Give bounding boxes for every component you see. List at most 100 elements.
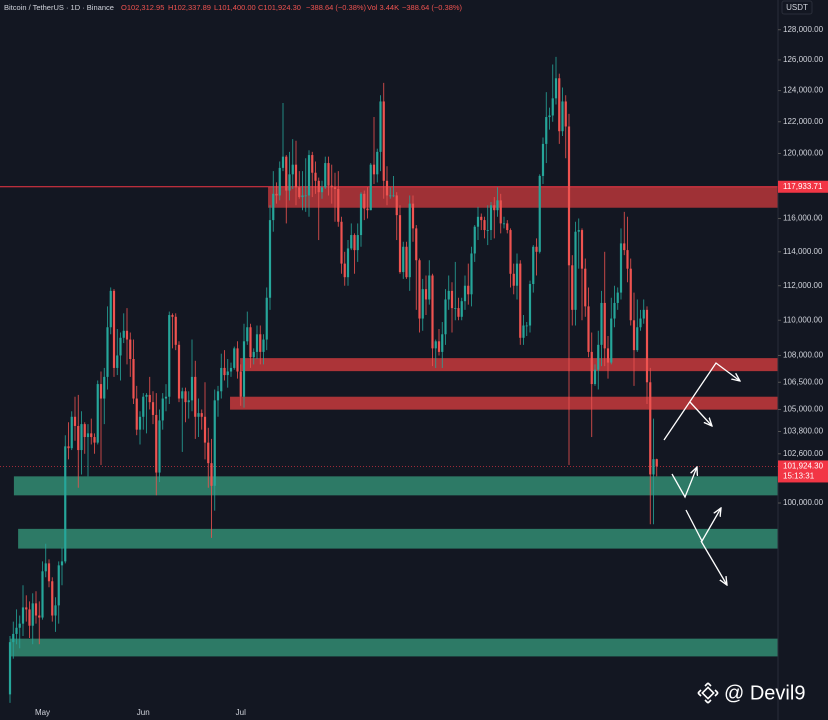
candle-body — [346, 248, 350, 278]
y-tick-label: 100,000.00 — [783, 498, 824, 507]
currency[interactable]: USDT — [786, 3, 808, 12]
candle-body — [142, 396, 145, 417]
candle-body — [428, 275, 431, 300]
candle-body — [268, 220, 272, 298]
y-tick-label: 105,000.00 — [783, 405, 824, 414]
candle-body — [597, 344, 600, 370]
candle-body — [402, 246, 405, 273]
candle-body — [623, 243, 626, 251]
y-tick-label: 128,000.00 — [783, 25, 824, 34]
candle-body — [320, 187, 324, 193]
candle-body — [382, 101, 385, 181]
candle-body — [574, 231, 577, 310]
candle-body — [272, 193, 275, 221]
y-tick-label: 112,000.00 — [783, 281, 823, 290]
candle-body — [512, 273, 515, 286]
candle-body — [463, 285, 467, 302]
candle-body — [109, 290, 112, 328]
candle-body — [567, 126, 571, 266]
candle-body — [18, 623, 21, 628]
candle-body — [64, 446, 67, 562]
candle-body — [161, 398, 164, 421]
arrow — [700, 540, 727, 585]
zone — [268, 186, 778, 208]
candle-body — [122, 330, 125, 338]
zone — [13, 476, 778, 496]
candle-body — [171, 315, 174, 317]
candle-body — [587, 306, 590, 352]
price-axis: 128,000.00 126,000.00 124,000.00 122,000.00… — [778, 25, 824, 507]
candle-body — [112, 290, 116, 368]
candle-body — [103, 376, 106, 399]
candle-body — [304, 195, 307, 197]
candle-body — [278, 167, 281, 196]
candle-body — [454, 308, 457, 309]
candle-body — [223, 367, 226, 376]
candle-body — [337, 188, 340, 222]
currency-box[interactable] — [781, 0, 813, 15]
candle-body — [38, 615, 41, 618]
candle-body — [655, 459, 658, 467]
candle-body — [135, 398, 138, 430]
y-tick-label: 126,000.00 — [783, 55, 824, 64]
candle-body — [28, 609, 31, 626]
candles — [8, 56, 658, 703]
y-tick-label: 114,000.00 — [783, 247, 823, 256]
candle-body — [44, 563, 47, 572]
candle-body — [99, 384, 103, 399]
candle-body — [372, 164, 376, 175]
candle-body — [467, 285, 470, 295]
candle-body — [496, 200, 499, 211]
candle-body — [444, 299, 447, 335]
candle-body — [486, 230, 489, 231]
candle-body — [532, 246, 535, 285]
x-tick-label: May — [35, 708, 50, 717]
candle-body — [262, 339, 265, 352]
watermark-logo — [697, 682, 719, 704]
candle-body — [67, 446, 70, 449]
candle-body — [645, 309, 649, 383]
candle-body — [311, 155, 314, 173]
y-tick-label: 103,800.00 — [783, 427, 824, 436]
watermark: @ Devil9 — [697, 682, 805, 704]
candle-body — [493, 205, 496, 211]
annotation-arrows — [663, 362, 740, 585]
y-tick-label: 120,000.00 — [783, 149, 824, 158]
candle-body — [580, 230, 584, 269]
zone — [240, 358, 778, 372]
candle-body — [363, 193, 366, 209]
candle-body — [480, 216, 483, 221]
candle-body — [376, 151, 379, 175]
candle-body — [57, 565, 60, 606]
candle-body — [317, 180, 320, 193]
candle-body — [281, 156, 285, 168]
last-price-label: 101,924.30 — [783, 462, 824, 471]
candle-body — [194, 376, 197, 417]
candle-body — [606, 348, 610, 363]
time-axis: May Jun Jul — [35, 708, 246, 717]
last-price-tag — [778, 460, 828, 483]
volume-change: −388.64 (−0.38%) — [402, 3, 463, 12]
candle-body — [31, 603, 34, 626]
arrow — [689, 401, 712, 426]
y-tick-label: 116,000.00 — [783, 214, 823, 223]
candle-body — [15, 627, 18, 634]
candle-body — [333, 187, 337, 189]
candle-body — [90, 433, 93, 438]
candle-body — [314, 172, 317, 181]
candle-body — [369, 164, 372, 211]
candle-body — [522, 325, 525, 338]
candle-body — [203, 416, 207, 443]
candle-body — [460, 301, 463, 317]
candle-body — [519, 263, 522, 338]
candle-body — [220, 367, 223, 392]
candle-body — [535, 246, 538, 252]
candle-body — [213, 400, 216, 486]
zone — [18, 528, 778, 549]
y-tick-label: 106,500.00 — [783, 377, 824, 386]
candle-body — [285, 156, 288, 191]
candle-body — [421, 289, 424, 319]
candle-body — [47, 563, 51, 582]
x-tick-label: Jun — [137, 708, 150, 717]
candle-body — [51, 581, 54, 616]
